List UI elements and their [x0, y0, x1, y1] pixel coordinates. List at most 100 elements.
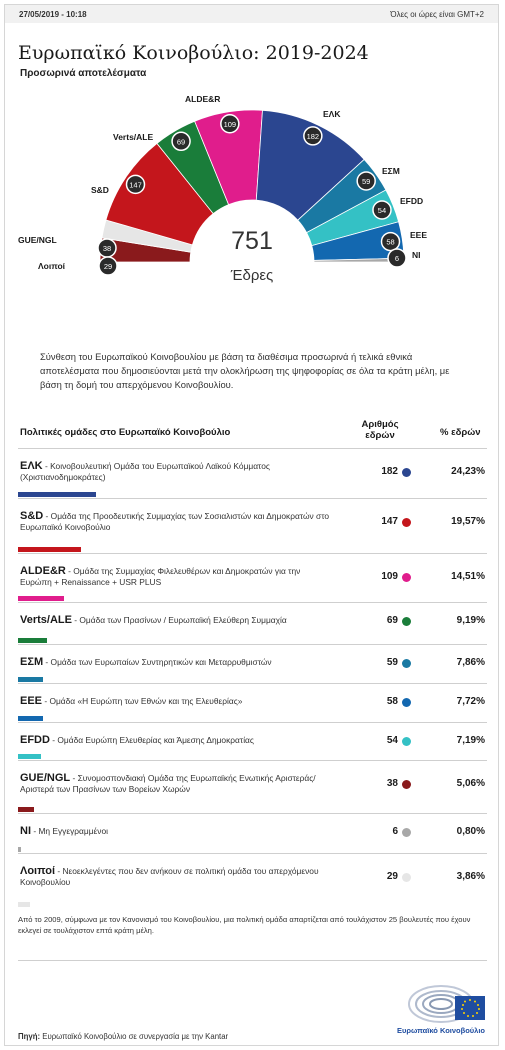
group-desc: - Συνομοσπονδιακή Ομάδα της Ευρωπαϊκής Ε… — [20, 773, 316, 794]
seat-badge-value: 59 — [362, 177, 370, 186]
group-color-dot — [402, 518, 411, 527]
group-abbr: S&D — [20, 510, 44, 522]
seat-badge-S&D — [125, 174, 146, 195]
share-bar — [18, 547, 81, 552]
share-bar — [18, 596, 64, 601]
seat-badge-Λοιποί — [98, 256, 118, 276]
share-bar — [18, 754, 41, 759]
group-name: Λοιποί - Νεοεκλεγέντες που δεν ανήκουν σ… — [20, 866, 330, 888]
group-abbr: Verts/ALE — [20, 614, 72, 626]
group-abbr: GUE/NGL — [20, 772, 71, 784]
group-pct: 0,80% — [456, 826, 485, 837]
share-bar — [18, 677, 43, 682]
group-label-Λοιποί: Λοιποί — [38, 261, 66, 271]
group-seats: 109 — [381, 571, 398, 582]
group-name: S&D - Ομάδα της Προοδευτικής Συμμαχίας τ… — [20, 511, 330, 533]
group-label-ΕΛΚ: ΕΛΚ — [323, 109, 341, 119]
group-label-Verts/ALE: Verts/ALE — [113, 132, 153, 142]
group-name: EFDD - Ομάδα Ευρώπη Ελευθερίας και Άμεση… — [20, 735, 330, 746]
seat-badge-ΕΛΚ — [303, 126, 323, 146]
group-desc: - Μη Εγγεγραμμένοι — [31, 826, 108, 836]
table-row: Λοιποί - Νεοεκλεγέντες που δεν ανήκουν σ… — [18, 853, 487, 909]
top-bar: 27/05/2019 - 10:18 Όλες οι ώρες είναι GM… — [5, 5, 498, 23]
group-pct: 5,06% — [456, 778, 485, 789]
seat-badge-value: 38 — [103, 244, 111, 253]
group-seats: 29 — [386, 871, 398, 882]
seat-badge-value: 147 — [129, 180, 142, 189]
share-bar — [18, 902, 30, 907]
seat-badge-value: 182 — [307, 132, 320, 141]
timestamp: 27/05/2019 - 10:18 — [19, 10, 87, 19]
group-seats: 59 — [386, 657, 398, 668]
table-row: ΕΣΜ - Ομάδα των Ευρωπαίων Συντηρητικών κ… — [18, 644, 487, 684]
group-seats: 147 — [381, 516, 398, 527]
header-seats-line2: εδρών — [365, 430, 395, 441]
group-name: GUE/NGL - Συνομοσπονδιακή Ομάδα της Ευρω… — [20, 773, 330, 795]
table-row: ΕΛΚ - Κοινοβουλευτική Ομάδα του Ευρωπαϊκ… — [18, 448, 487, 499]
group-seats: 54 — [386, 735, 398, 746]
group-name: ΕΕΕ - Ομάδα «Η Ευρώπη των Εθνών και της … — [20, 696, 330, 707]
group-color-dot — [402, 873, 411, 882]
seat-badge-ΕΣΜ — [356, 171, 376, 191]
header-seats-line1: Αριθμός — [361, 419, 399, 430]
group-pct: 7,19% — [456, 735, 485, 746]
group-pct: 14,51% — [451, 571, 485, 582]
group-label-S&D: S&D — [91, 185, 109, 195]
seat-badge-ALDE&R — [220, 114, 240, 134]
group-desc: - Ομάδα της Συμμαχίας Φιλελευθέρων και Δ… — [20, 566, 301, 587]
group-color-dot — [402, 617, 411, 626]
group-desc: - Ομάδα των Ευρωπαίων Συντηρητικών και Μ… — [43, 657, 272, 667]
seat-badge-value: 29 — [104, 262, 112, 271]
table-row: ALDE&R - Ομάδα της Συμμαχίας Φιλελευθέρω… — [18, 553, 487, 603]
seat-badge-value: 69 — [177, 137, 185, 146]
group-label-ΕΣΜ: ΕΣΜ — [382, 166, 400, 176]
group-pct: 24,23% — [451, 466, 485, 477]
group-color-dot — [402, 737, 411, 746]
group-abbr: ALDE&R — [20, 565, 66, 577]
timezone-note: Όλες οι ώρες είναι GMT+2 — [390, 10, 484, 19]
table-row: NI - Μη Εγγεγραμμένοι 6 0,80% — [18, 813, 487, 854]
group-desc: - Ομάδα «Η Ευρώπη των Εθνών και της Ελευ… — [42, 696, 243, 706]
group-pct: 19,57% — [451, 516, 485, 527]
group-pct: 3,86% — [456, 871, 485, 882]
group-label-EFDD: EFDD — [400, 196, 423, 206]
table-row: EFDD - Ομάδα Ευρώπη Ελευθερίας και Άμεση… — [18, 722, 487, 761]
source-label: Πηγή: — [18, 1032, 41, 1041]
group-desc: - Νεοεκλεγέντες που δεν ανήκουν σε πολιτ… — [20, 866, 319, 887]
group-desc: - Ομάδα της Προοδευτικής Συμμαχίας των Σ… — [20, 511, 330, 532]
group-pct: 7,72% — [456, 696, 485, 707]
table-row: S&D - Ομάδα της Προοδευτικής Συμμαχίας τ… — [18, 498, 487, 554]
share-bar — [18, 716, 43, 721]
table-row: ΕΕΕ - Ομάδα «Η Ευρώπη των Εθνών και της … — [18, 683, 487, 723]
hemicycle-chart: 38 GUE/NGL 29 Λοιποί 147 S&D 69 Verts/ALE 109 ALD… — [18, 94, 427, 284]
group-seats: 6 — [392, 826, 398, 837]
group-color-dot — [402, 468, 411, 477]
source-text: Ευρωπαϊκό Κοινοβούλιο σε συνεργασία με τ… — [40, 1032, 229, 1041]
seat-badge-value: 6 — [395, 254, 399, 263]
group-color-dot — [402, 780, 411, 789]
table-row: GUE/NGL - Συνομοσπονδιακή Ομάδα της Ευρω… — [18, 760, 487, 814]
seat-badge-ΕΕΕ — [380, 231, 401, 252]
seat-badge-value: 54 — [378, 206, 386, 215]
group-name: NI - Μη Εγγεγραμμένοι — [20, 826, 330, 837]
group-pct: 7,86% — [456, 657, 485, 668]
group-abbr: NI — [20, 825, 31, 837]
group-name: Verts/ALE - Ομάδα των Πρασίνων / Ευρωπαϊ… — [20, 615, 330, 626]
logo-text: Ευρωπαϊκό Κοινοβούλιο — [397, 1026, 485, 1035]
group-seats: 38 — [386, 778, 398, 789]
share-bar — [18, 807, 34, 812]
total-seats-caption: Έδρες — [230, 267, 274, 284]
seat-badge-NI — [387, 248, 407, 268]
footer-divider — [18, 960, 487, 961]
group-seats: 69 — [386, 615, 398, 626]
seat-badge-Verts/ALE — [171, 131, 191, 152]
group-label-ΕΕΕ: ΕΕΕ — [410, 230, 427, 240]
page-subtitle: Προσωρινά αποτελέσματα — [20, 68, 147, 79]
header-group: Πολιτικές ομάδες στο Ευρωπαϊκό Κοινοβούλ… — [20, 427, 231, 438]
group-seats: 58 — [386, 696, 398, 707]
seat-badge-EFDD — [372, 200, 392, 220]
group-seats: 182 — [381, 466, 398, 477]
header-seats: Αριθμός εδρών — [355, 419, 405, 441]
group-color-dot — [402, 828, 411, 837]
seat-badge-value: 109 — [224, 120, 237, 129]
